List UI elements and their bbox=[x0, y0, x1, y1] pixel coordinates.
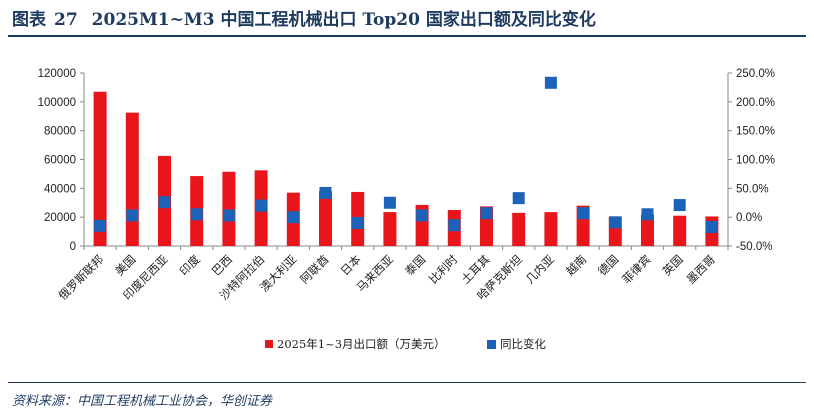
category-label: 美国 bbox=[112, 252, 138, 278]
legend-swatch-bar bbox=[265, 340, 273, 348]
yoy-marker bbox=[158, 196, 171, 209]
title-prefix: 图表 bbox=[12, 10, 46, 30]
bar bbox=[673, 215, 687, 246]
bar bbox=[125, 112, 139, 246]
right-axis-tick-label: 150.0% bbox=[736, 126, 775, 138]
yoy-marker bbox=[512, 192, 525, 205]
left-axis-tick-label: 20000 bbox=[44, 212, 76, 224]
bar bbox=[93, 91, 107, 246]
category-label: 墨西哥 bbox=[684, 252, 718, 286]
title-number: 27 bbox=[54, 10, 78, 30]
legend-label-bar: 2025年1~3月出口额（万美元） bbox=[277, 337, 446, 351]
category-label: 俄罗斯联邦 bbox=[56, 252, 107, 303]
right-axis-tick-label: 50.0% bbox=[736, 183, 769, 195]
yoy-marker bbox=[416, 209, 429, 222]
right-axis-tick-label: 0.0% bbox=[736, 212, 762, 224]
left-axis-tick-label: 80000 bbox=[44, 126, 76, 138]
right-axis-tick-label: 100.0% bbox=[736, 155, 775, 167]
source-rule bbox=[8, 382, 806, 383]
category-label: 日本 bbox=[338, 252, 365, 279]
yoy-marker bbox=[222, 209, 235, 222]
right-axis-tick-label: 200.0% bbox=[736, 97, 775, 109]
bar bbox=[512, 212, 526, 246]
legend-label-marker: 同比变化 bbox=[500, 337, 546, 351]
yoy-marker bbox=[641, 208, 654, 221]
chart-title: 图表 27 2025M1~M3 中国工程机械出口 Top20 国家出口额及同比变化 bbox=[12, 5, 596, 30]
yoy-marker bbox=[190, 208, 203, 221]
source-note: 资料来源：中国工程机械工业协会，华创证券 bbox=[12, 394, 273, 409]
category-label: 菲律宾 bbox=[619, 252, 653, 286]
bar bbox=[222, 171, 236, 246]
right-axis-tick-label: -50.0% bbox=[736, 241, 772, 253]
title-text: 2025M1~M3 中国工程机械出口 Top20 国家出口额及同比变化 bbox=[91, 10, 596, 30]
bar bbox=[319, 191, 332, 246]
category-label: 德国 bbox=[595, 252, 621, 278]
category-label: 比利时 bbox=[426, 252, 461, 287]
yoy-marker bbox=[544, 76, 557, 89]
legend-swatch-marker bbox=[487, 340, 496, 349]
left-axis-tick-label: 0 bbox=[70, 241, 76, 253]
category-label: 巴西 bbox=[209, 252, 235, 278]
title-rule bbox=[8, 35, 806, 37]
yoy-marker bbox=[705, 220, 718, 233]
category-label: 印度 bbox=[177, 252, 204, 279]
yoy-marker bbox=[577, 207, 590, 220]
left-axis-tick-label: 120000 bbox=[38, 68, 76, 80]
yoy-marker bbox=[383, 196, 396, 209]
left-axis-tick-label: 60000 bbox=[44, 155, 76, 167]
yoy-marker bbox=[448, 219, 461, 232]
category-label: 英国 bbox=[660, 252, 686, 278]
bar bbox=[641, 214, 654, 246]
combo-chart: 0 20000 40000 60000 80000 100000 120000 -50.0% 0… bbox=[38, 68, 775, 351]
bar bbox=[383, 212, 397, 246]
category-label: 几内亚 bbox=[523, 252, 557, 286]
yoy-marker bbox=[319, 186, 332, 199]
yoy-marker bbox=[126, 209, 139, 222]
yoy-marker bbox=[351, 216, 364, 229]
right-axis-tick-label: 250.0% bbox=[736, 68, 775, 80]
yoy-marker bbox=[94, 219, 107, 232]
yoy-marker bbox=[287, 211, 300, 224]
yoy-marker bbox=[480, 207, 493, 220]
category-label: 阿联酋 bbox=[297, 252, 331, 286]
yoy-marker bbox=[255, 199, 268, 212]
category-label: 泰国 bbox=[402, 252, 428, 278]
bar bbox=[544, 212, 558, 246]
yoy-marker bbox=[609, 216, 622, 229]
yoy-marker bbox=[673, 199, 686, 212]
category-label: 越南 bbox=[563, 252, 589, 278]
left-axis-tick-label: 40000 bbox=[44, 183, 76, 195]
left-axis-tick-label: 100000 bbox=[38, 97, 76, 109]
